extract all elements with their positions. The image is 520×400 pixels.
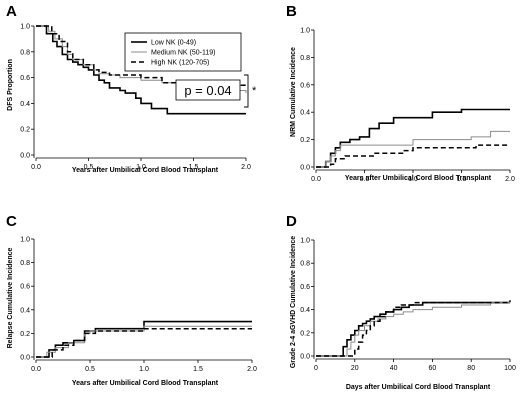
p2-curve-low [316, 108, 510, 168]
p3-y-tick-label: 0.6 [20, 284, 30, 291]
p2-y-tick-label: 0.0 [300, 165, 310, 172]
p2-curve-high [316, 144, 510, 168]
p1-x-tick-label: 0.5 [84, 164, 94, 171]
panel-b-letter: B [286, 3, 297, 20]
p4-x-tick-label: 80 [467, 365, 475, 372]
p2-y-tick-label: 0.4 [300, 110, 310, 117]
panel-d-curves [316, 300, 511, 357]
p4-x-tick-label: 60 [429, 365, 437, 372]
panel-d-ylabel: Grade 2-4 aGVHD Cumulative Incidence [290, 236, 297, 368]
p3-curve-medium [36, 325, 252, 358]
panel-a-xlabel: Years after Umbilical Cord Blood Transpl… [72, 167, 219, 174]
p3-y-tick-label: 1.0 [20, 237, 30, 244]
p2-x-tick-label: 2.0 [505, 176, 515, 183]
p4-curve-low [316, 301, 510, 357]
p1-x-tick-label: 1.0 [136, 164, 146, 171]
p4-y-tick-label: 0.2 [300, 330, 310, 337]
significance-bracket [244, 74, 249, 108]
p2-x-tick-label: 0.5 [360, 176, 370, 183]
panel-d-xlabel: Days after Umbilical Cord Blood Transpla… [346, 384, 491, 391]
p4-y-tick-label: 1.0 [300, 238, 310, 245]
panel-c-axes: 0.0 0.5 1.0 1.5 2.0 0.0 0.2 0.4 0.6 0.8 1.0 [20, 237, 257, 374]
pvalue-box [175, 79, 241, 101]
panel-c-letter: C [6, 213, 17, 230]
p3-x-tick-label: 1.0 [139, 366, 149, 373]
p3-y-tick-label: 0.2 [20, 331, 30, 338]
p1-curve-high [36, 25, 246, 87]
panel-d-axes: 0 20 40 60 80 100 0.0 0.2 0.4 0.6 0.8 1.0 [300, 238, 516, 373]
p1-x-tick-label: 2.0 [241, 164, 251, 171]
p4-curve-medium [316, 301, 511, 357]
legend-label-medium: Medium NK (50-119) [151, 50, 215, 57]
p4-x-tick-label: 100 [504, 365, 516, 372]
p1-y-tick-label: 1.0 [20, 24, 30, 31]
p4-y-tick-label: 0.0 [300, 354, 310, 361]
panel-b: B 0.0 0.5 1.0 1.5 2.0 0.0 0.2 0.4 0.6 0.8 1.0 Year… [286, 3, 515, 183]
legend: Low NK (0-49) Medium NK (50-119) High NK… [124, 32, 242, 72]
p4-y-tick-label: 0.4 [300, 307, 310, 314]
p3-y-tick-label: 0.8 [20, 260, 30, 267]
legend-label-high: High NK (120-705) [151, 60, 209, 67]
p4-curve-high [316, 300, 511, 357]
p4-y-tick-label: 0.6 [300, 284, 310, 291]
p2-x-tick-label: 1.0 [408, 176, 418, 183]
panel-d-letter: D [286, 213, 297, 230]
p1-y-tick-label: 0.2 [20, 127, 30, 134]
p2-y-tick-label: 0.2 [300, 137, 310, 144]
panel-a-letter: A [6, 3, 17, 20]
p4-x-tick-label: 20 [351, 365, 359, 372]
p3-x-tick-label: 2.0 [247, 366, 257, 373]
p1-y-tick-label: 0.8 [20, 49, 30, 56]
panel-b-curves [316, 108, 510, 168]
panel-a: A 0.0 0.5 1.0 1.5 2.0 0.0 0.2 0.4 0.6 0.8 1.0 Year… [6, 3, 257, 174]
panel-c-xlabel: Years after Umbilical Cord Blood Transpl… [72, 380, 219, 387]
p3-x-tick-label: 1.5 [193, 366, 203, 373]
p4-x-tick-label: 0 [314, 365, 318, 372]
p1-y-tick-label: 0.4 [20, 101, 30, 108]
p3-x-tick-label: 0.5 [85, 366, 95, 373]
panel-b-ylabel: NRM Cumulative Incidence [290, 47, 297, 137]
pvalue-label: p = 0.04 [184, 83, 231, 98]
p3-curve-high [36, 327, 252, 358]
panel-c-curves [36, 320, 252, 358]
panel-c: C 0.0 0.5 1.0 1.5 2.0 0.0 0.2 0.4 0.6 0.8 1.0 Year… [6, 213, 257, 387]
p3-x-tick-label: 0.0 [31, 366, 41, 373]
panel-b-xlabel: Years after Umbilical Cord Blood Transpl… [345, 175, 492, 182]
p2-y-tick-label: 0.8 [300, 55, 310, 62]
p2-y-tick-label: 1.0 [300, 28, 310, 35]
p4-x-tick-label: 40 [390, 365, 398, 372]
legend-label-low: Low NK (0-49) [151, 40, 196, 47]
p1-y-tick-label: 0.0 [20, 153, 30, 160]
p1-x-tick-label: 1.5 [189, 164, 199, 171]
p4-y-tick-label: 0.8 [300, 261, 310, 268]
p2-y-tick-label: 0.6 [300, 82, 310, 89]
p2-curve-medium [316, 130, 510, 168]
p2-x-tick-label: 0.0 [311, 176, 321, 183]
panel-b-axes: 0.0 0.5 1.0 1.5 2.0 0.0 0.2 0.4 0.6 0.8 1.0 [300, 28, 515, 184]
p1-curve-low [36, 25, 246, 115]
panel-a-axes: 0.0 0.5 1.0 1.5 2.0 0.0 0.2 0.4 0.6 0.8 1.0 [20, 24, 251, 172]
p2-x-tick-label: 1.5 [457, 176, 467, 183]
p3-y-tick-label: 0.4 [20, 307, 30, 314]
panel-c-ylabel: Relapse Cumulative Incidence [7, 248, 14, 349]
p1-x-tick-label: 0.0 [31, 164, 41, 171]
panel-a-ylabel: DFS Proportion [7, 59, 14, 111]
p1-y-tick-label: 0.6 [20, 75, 30, 82]
significance-star: * [252, 85, 257, 97]
panel-d: D 0 20 40 60 80 100 0.0 0.2 0.4 0.6 0.8 1.0 Days af… [286, 213, 516, 391]
p3-y-tick-label: 0.0 [20, 355, 30, 362]
